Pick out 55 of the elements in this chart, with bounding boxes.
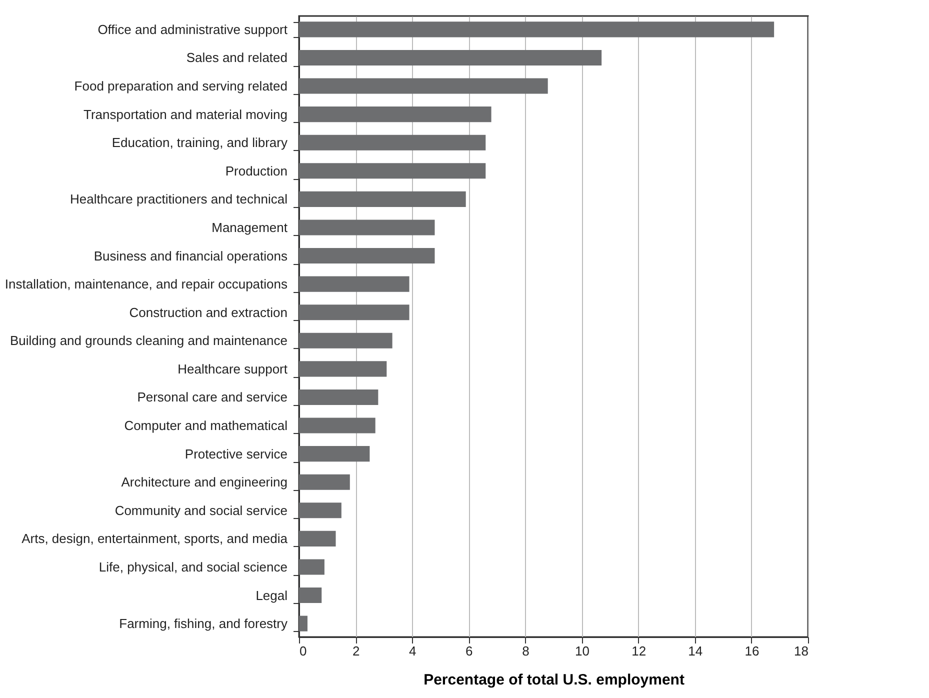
bar [299,587,322,604]
x-axis-title: Percentage of total U.S. employment [424,672,684,688]
y-tick-label: Business and financial operations [94,248,288,264]
bar [299,389,378,406]
bar [299,134,486,150]
y-tick-label: Farming, fishing, and forestry [119,616,288,632]
y-tick-label: Arts, design, entertainment, sports, and media [22,531,288,546]
x-tick-label: 12 [632,644,646,658]
x-tick-label: 18 [794,644,808,658]
y-tick-label: Production [225,163,288,178]
y-tick-label: Healthcare support [178,361,288,376]
y-tick-label: Construction and extraction [129,304,288,320]
y-tick-label: Computer and mathematical [124,418,288,434]
bar [299,446,370,462]
bar [299,332,392,348]
y-tick-label: Management [212,220,288,235]
bar [299,418,376,434]
bar [299,361,387,377]
y-tick-label: Personal care and service [137,390,288,405]
bar [299,502,342,518]
x-tick-label: 6 [466,644,473,658]
bar [299,163,486,179]
y-tick-label: Installation, maintenance, and repair occupations [4,276,288,292]
y-tick-label: Architecture and engineering [121,474,288,490]
bar [299,304,410,320]
bar [299,474,350,490]
y-tick-label: Office and administrative support [98,22,288,37]
y-tick-label: Healthcare practitioners and technical [70,192,288,207]
bar [299,616,308,632]
y-tick-label: Building and grounds cleaning and maintenance [10,333,288,348]
y-tick-label: Food preparation and serving related [74,78,288,94]
y-tick-label: Sales and related [186,50,288,66]
x-tick-label: 2 [352,644,360,658]
bar [299,220,435,236]
bar [299,276,410,292]
bar [299,106,492,122]
x-tick-label: 8 [522,644,530,658]
y-tick-label: Education, training, and library [112,135,288,150]
x-tick-label: 4 [408,644,416,658]
bar [299,191,466,207]
x-tick-label: 16 [744,644,760,658]
x-tick-label: 14 [688,644,703,658]
y-tick-label: Community and social service [114,502,288,518]
y-tick-label: Protective service [184,446,288,462]
bar [299,50,602,66]
x-tick-label: 10 [575,644,590,658]
y-tick-label: Life, physical, and social science [98,559,288,574]
x-tick-label: 0 [300,644,307,658]
bar [299,248,435,264]
bar [299,559,324,575]
bar [299,530,336,546]
bar [299,78,548,94]
y-tick-label: Legal [256,588,288,603]
bar [299,22,774,38]
y-tick-label: Transportation and material moving [83,106,288,122]
